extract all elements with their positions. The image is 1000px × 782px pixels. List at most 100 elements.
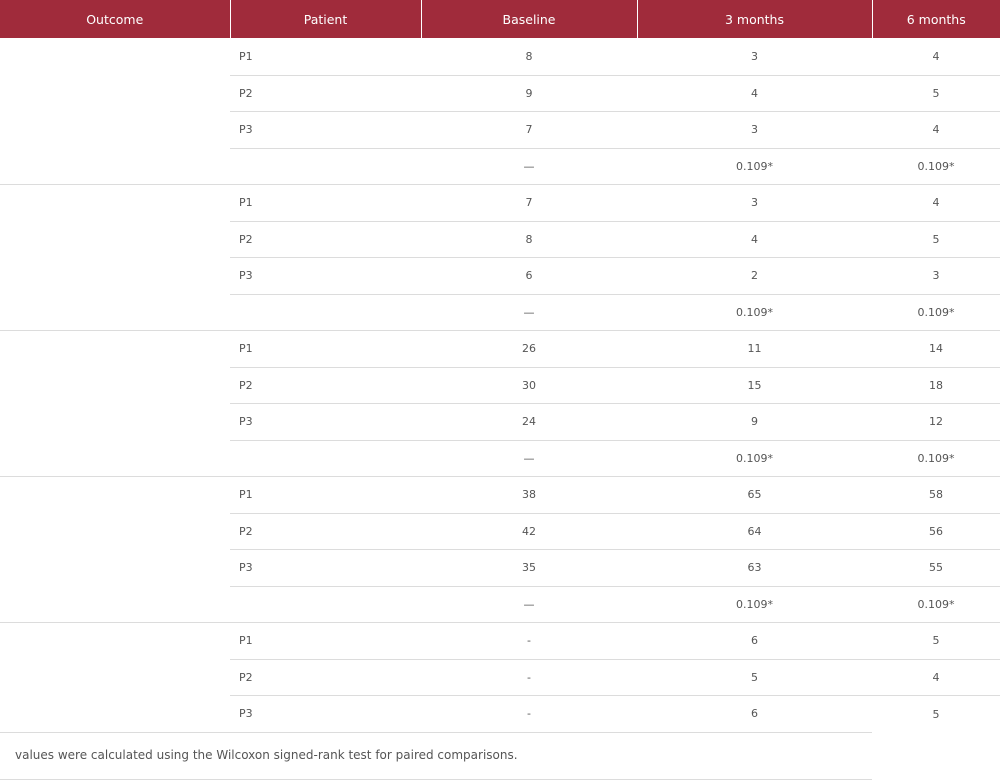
baseline-cell: 38 xyxy=(421,476,637,514)
p-value-row: — 0.109* 0.109* xyxy=(0,148,1000,185)
table-row: P3 - 6 5 xyxy=(0,695,1000,733)
table-row: P2 9 4 5 xyxy=(0,75,1000,112)
outcome-cell xyxy=(0,184,230,331)
baseline-cell: 30 xyxy=(421,367,637,404)
three-month-cell: 5 xyxy=(637,659,872,696)
patient-cell: P1 xyxy=(230,622,421,660)
table-header-row: Outcome Patient Baseline 3 months 6 mont… xyxy=(0,0,1000,39)
three-month-cell: 3 xyxy=(637,184,872,222)
baseline-cell: 8 xyxy=(421,38,637,76)
three-month-p-value: 0.109* xyxy=(637,294,872,331)
six-month-cell: 55 xyxy=(872,549,1000,587)
table-row: P2 30 15 18 xyxy=(0,367,1000,404)
three-month-cell: 4 xyxy=(637,75,872,112)
six-month-p-value: 0.109* xyxy=(872,294,1000,331)
p-value-row: — 0.109* 0.109* xyxy=(0,294,1000,331)
header-6-months: 6 months xyxy=(872,0,1000,39)
six-month-cell: 4 xyxy=(872,111,1000,149)
six-month-p-value: 0.109* xyxy=(872,440,1000,477)
p-value-row: — 0.109* 0.109* xyxy=(0,440,1000,477)
six-month-cell: 4 xyxy=(872,38,1000,76)
baseline-cell: — xyxy=(421,440,637,477)
header-patient: Patient xyxy=(230,0,422,39)
outcomes-table: Outcome Patient Baseline 3 months 6 mont… xyxy=(0,0,1000,733)
three-month-cell: 63 xyxy=(637,549,872,587)
patient-cell: P2 xyxy=(230,659,421,696)
three-month-cell: 3 xyxy=(637,111,872,149)
three-month-cell: 15 xyxy=(637,367,872,404)
three-month-p-value: 0.109* xyxy=(637,148,872,185)
three-month-p-value: 0.109* xyxy=(637,586,872,623)
six-month-cell: 5 xyxy=(932,707,940,721)
six-month-cell: 4 xyxy=(872,184,1000,222)
three-month-cell: 3 xyxy=(637,38,872,76)
baseline-cell: — xyxy=(421,294,637,331)
three-month-cell: 65 xyxy=(637,476,872,514)
patient-cell: P3 xyxy=(230,549,421,587)
table-row: P3 35 63 55 xyxy=(0,549,1000,587)
table-row: P2 8 4 5 xyxy=(0,221,1000,258)
patient-cell: P1 xyxy=(230,330,421,368)
table-footnote: values were calculated using the Wilcoxo… xyxy=(0,731,872,780)
baseline-cell: 8 xyxy=(421,221,637,258)
patient-cell xyxy=(230,148,421,185)
baseline-cell: — xyxy=(421,148,637,185)
patient-cell: P3 xyxy=(230,403,421,441)
patient-cell: P2 xyxy=(230,367,421,404)
three-month-cell: 64 xyxy=(637,513,872,550)
baseline-cell: - xyxy=(421,695,637,733)
patient-cell xyxy=(230,440,421,477)
patient-cell: P1 xyxy=(230,38,421,76)
six-month-p-value: 0.109* xyxy=(872,148,1000,185)
baseline-cell: 26 xyxy=(421,330,637,368)
baseline-cell: 42 xyxy=(421,513,637,550)
three-month-cell: 9 xyxy=(637,403,872,441)
p-value-row: — 0.109* 0.109* xyxy=(0,586,1000,623)
baseline-cell: - xyxy=(421,659,637,696)
six-month-cell: 3 xyxy=(872,257,1000,295)
outcome-cell xyxy=(0,330,230,477)
baseline-cell: 9 xyxy=(421,75,637,112)
patient-cell: P3 xyxy=(230,111,421,149)
three-month-p-value: 0.109* xyxy=(637,440,872,477)
patient-cell: P2 xyxy=(230,513,421,550)
table-row: P1 38 65 58 xyxy=(0,476,1000,623)
baseline-cell: 7 xyxy=(421,184,637,222)
table-row: P1 - 6 5 xyxy=(0,622,1000,733)
patient-cell xyxy=(230,294,421,331)
six-month-cell: 56 xyxy=(872,513,1000,550)
baseline-cell: - xyxy=(421,622,637,660)
three-month-cell: 6 xyxy=(637,622,872,660)
patient-cell: P1 xyxy=(230,184,421,222)
patient-cell: P2 xyxy=(230,75,421,112)
table-row: P3 6 2 3 xyxy=(0,257,1000,295)
six-month-cell: 58 xyxy=(872,476,1000,514)
table-row: P3 24 9 12 xyxy=(0,403,1000,441)
table-row: P2 42 64 56 xyxy=(0,513,1000,550)
header-outcome: Outcome xyxy=(0,0,231,39)
three-month-cell: 6 xyxy=(637,695,872,733)
six-month-cell: 4 xyxy=(872,659,1000,696)
six-month-p-value: 0.109* xyxy=(872,586,1000,623)
three-month-cell: 4 xyxy=(637,221,872,258)
table-row: P3 7 3 4 xyxy=(0,111,1000,149)
three-month-cell: 11 xyxy=(637,330,872,368)
outcome-cell xyxy=(0,38,230,185)
three-month-cell: 2 xyxy=(637,257,872,295)
table-row: P1 26 11 14 xyxy=(0,330,1000,477)
baseline-cell: 6 xyxy=(421,257,637,295)
table-row: P1 8 3 4 xyxy=(0,38,1000,185)
baseline-cell: 24 xyxy=(421,403,637,441)
baseline-cell: — xyxy=(421,586,637,623)
patient-cell xyxy=(230,586,421,623)
patient-cell: P3 xyxy=(230,695,421,733)
header-baseline: Baseline xyxy=(421,0,638,39)
patient-cell: P1 xyxy=(230,476,421,514)
baseline-cell: 35 xyxy=(421,549,637,587)
table-row: P1 7 3 4 xyxy=(0,184,1000,331)
six-month-cell: 5 xyxy=(872,221,1000,258)
six-month-cell: 5 xyxy=(872,622,1000,660)
baseline-cell: 7 xyxy=(421,111,637,149)
patient-cell: P2 xyxy=(230,221,421,258)
patient-cell: P3 xyxy=(230,257,421,295)
